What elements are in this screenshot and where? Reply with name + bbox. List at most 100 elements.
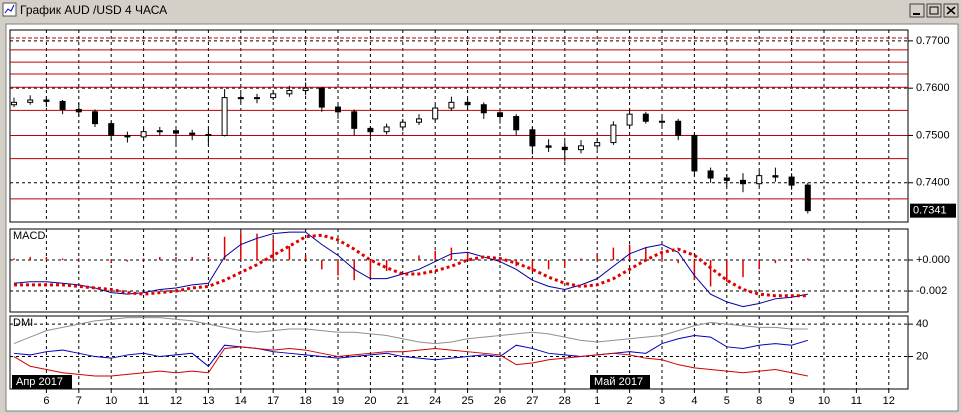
candle-body xyxy=(545,145,552,148)
candle-body xyxy=(723,177,730,181)
panel xyxy=(9,228,909,313)
x-tick-label: 12 xyxy=(883,395,895,407)
candle-body xyxy=(464,101,471,106)
candle-body xyxy=(270,93,277,99)
last-price-box xyxy=(910,203,956,218)
candle-body xyxy=(43,99,50,102)
x-tick-label: 13 xyxy=(202,395,214,407)
x-tick-label: 14 xyxy=(235,395,247,407)
candle-body xyxy=(92,111,98,125)
candle-body xyxy=(383,126,390,133)
dmi-line xyxy=(13,346,808,377)
candle-body xyxy=(432,107,439,120)
candle-body xyxy=(351,111,358,129)
minimize-button[interactable] xyxy=(909,3,925,18)
panel-title: DMI xyxy=(13,317,33,329)
y-tick-label: 0.7400 xyxy=(916,177,950,189)
window-buttons[interactable] xyxy=(909,3,959,18)
candle-body xyxy=(108,123,115,136)
x-tick-label: 3 xyxy=(659,395,665,407)
month-label: Апр 2017 xyxy=(16,376,63,388)
candle-body xyxy=(675,120,682,136)
candle-body xyxy=(318,87,325,108)
candle-body xyxy=(529,129,536,147)
x-tick-label: 24 xyxy=(429,395,441,407)
chart-layer: 0.7700 0.7600 0.7500 0.7400 0.7341 +0.000 -0.0… xyxy=(9,29,956,407)
candle-body xyxy=(399,121,406,128)
x-tick-label: 2 xyxy=(627,395,633,407)
month-label-box xyxy=(590,375,650,389)
candle-body xyxy=(124,134,131,138)
x-tick-label: 8 xyxy=(756,395,762,407)
candle-body xyxy=(286,90,293,95)
x-tick-label: 27 xyxy=(526,395,538,407)
y-tick-label: 40 xyxy=(916,318,928,330)
candle-body xyxy=(594,142,601,147)
candle-body xyxy=(173,130,179,134)
candle-body xyxy=(416,118,422,123)
candle-body xyxy=(27,99,34,103)
y-tick-label: 0.7700 xyxy=(916,35,950,47)
candle-body xyxy=(335,106,341,113)
x-tick-label: 5 xyxy=(724,395,730,407)
candle-body xyxy=(642,113,649,122)
x-tick-label: 28 xyxy=(559,395,571,407)
window-icon-line xyxy=(4,4,15,14)
month-label: Май 2017 xyxy=(594,376,643,388)
candle-body xyxy=(367,127,374,133)
candle-body xyxy=(578,145,584,151)
candle-body xyxy=(205,134,212,137)
x-tick-label: 10 xyxy=(105,395,117,407)
candle-body xyxy=(254,97,260,100)
dmi-line xyxy=(13,334,808,367)
dmi-line xyxy=(13,317,808,345)
candle-body xyxy=(740,179,746,185)
candle-body xyxy=(691,134,698,172)
candle-body xyxy=(497,112,503,118)
x-tick-label: 11 xyxy=(138,395,149,407)
candle-body xyxy=(156,130,163,133)
x-tick-label: 25 xyxy=(461,395,473,407)
candle-body xyxy=(448,101,455,109)
y-tick-label: +0.000 xyxy=(916,254,950,266)
signal-line xyxy=(14,233,808,298)
candle-body xyxy=(221,97,228,136)
candle-body xyxy=(626,113,633,126)
candle-body xyxy=(707,170,714,179)
candle-body xyxy=(788,176,795,186)
x-tick-label: 6 xyxy=(43,395,49,407)
maximize-icon xyxy=(929,6,939,15)
last-price-label: 0.7341 xyxy=(913,205,947,217)
x-tick-label: 17 xyxy=(267,395,279,407)
panel-title: MACD xyxy=(13,230,45,242)
x-tick-label: 7 xyxy=(76,395,82,407)
x-tick-label: 21 xyxy=(397,395,409,407)
candle-body xyxy=(610,124,617,144)
x-tick-label: 11 xyxy=(851,395,862,407)
x-tick-label: 18 xyxy=(299,395,311,407)
candle-body xyxy=(804,184,811,212)
candle-body xyxy=(189,132,196,136)
candle-body xyxy=(140,131,147,138)
x-tick-label: 1 xyxy=(594,395,600,407)
x-tick-label: 10 xyxy=(818,395,830,407)
candle-body xyxy=(772,175,779,178)
candle-body xyxy=(11,101,17,106)
candle-body xyxy=(480,104,487,114)
y-tick-label: 20 xyxy=(916,350,928,362)
x-tick-label: 9 xyxy=(789,395,795,407)
candle-body xyxy=(237,97,244,100)
window-title: График AUD /USD 4 ЧАСА xyxy=(20,3,167,17)
x-tick-label: 12 xyxy=(170,395,182,407)
candle-body xyxy=(302,87,309,92)
maximize-button[interactable] xyxy=(926,3,942,18)
macd-line xyxy=(13,231,808,308)
y-tick-label: -0.002 xyxy=(916,285,947,297)
candle-body xyxy=(561,146,568,151)
month-label-box xyxy=(12,375,72,389)
panel xyxy=(9,315,909,390)
y-tick-label: 0.7600 xyxy=(916,82,950,94)
candle-body xyxy=(75,108,82,113)
title-bar xyxy=(1,1,960,20)
